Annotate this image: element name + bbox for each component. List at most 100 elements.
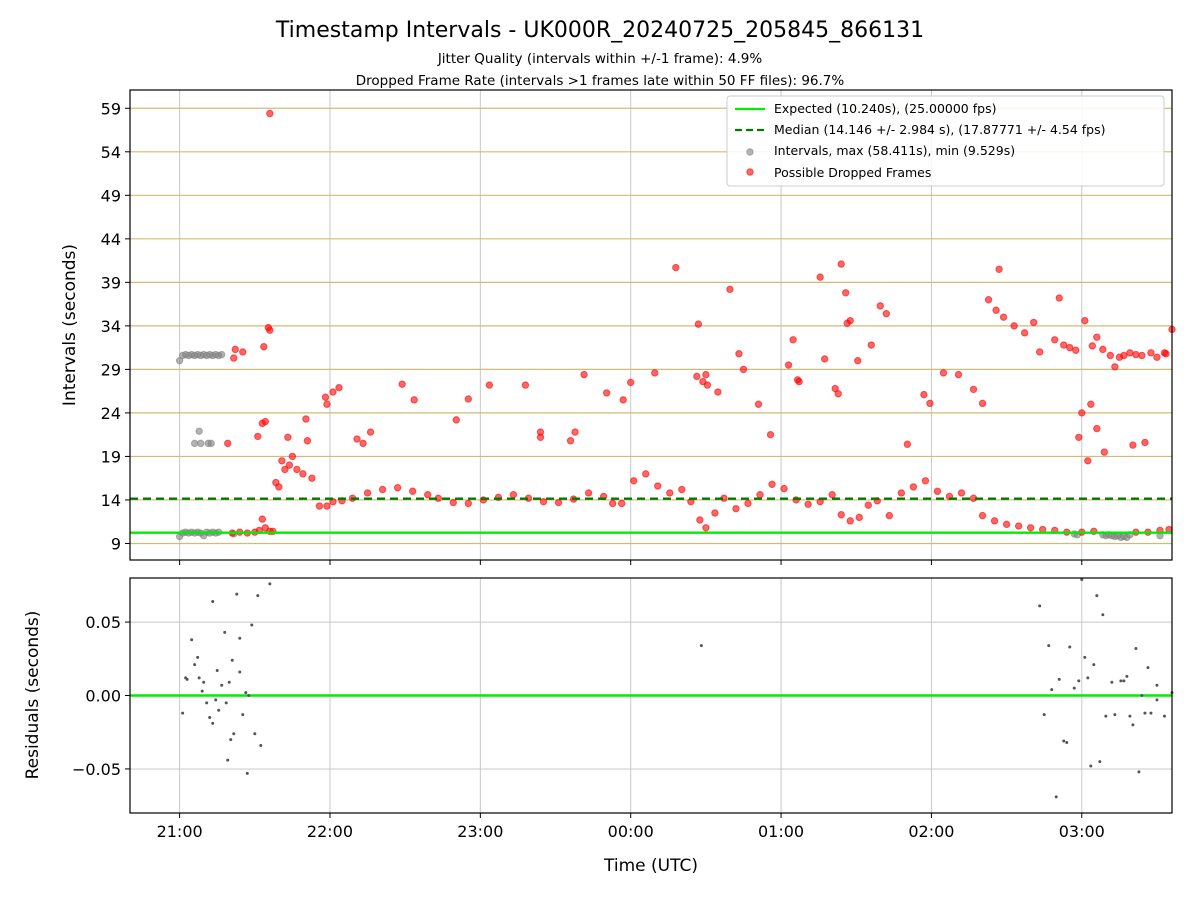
top-y-tick-label: 19 [101, 447, 121, 466]
dropped-frame-point [921, 477, 930, 485]
dropped-frame-point [1087, 400, 1095, 408]
x-tick-label: 23:00 [457, 822, 503, 841]
dropped-frame-point [315, 502, 324, 510]
residual-point [699, 644, 703, 648]
dropped-frame-point [449, 498, 457, 507]
dropped-frame-point [284, 433, 292, 441]
residual-point [259, 743, 263, 747]
residual-point [235, 592, 239, 596]
legend: Expected (10.240s), (25.00000 fps) Media… [726, 95, 1165, 187]
dropped-frame-point [1051, 336, 1059, 344]
dropped-frame-point [837, 260, 845, 268]
dropped-frame-point [804, 500, 812, 508]
dropped-frame-point [485, 381, 494, 389]
dropped-frame-point [266, 109, 274, 118]
dropped-frame-point [1066, 343, 1074, 352]
dropped-frame-point [1014, 522, 1023, 530]
residual-point [217, 708, 221, 712]
residual-point [1050, 688, 1054, 692]
residual-point [1054, 795, 1058, 799]
dropped-frame-point [239, 348, 247, 356]
dropped-frame-point [642, 470, 650, 478]
residual-point [1119, 679, 1123, 683]
dropped-frame-point [424, 491, 432, 499]
dropped-frame-point [920, 390, 928, 399]
dropped-frame-point [969, 385, 978, 394]
dropped-frame-point [608, 499, 617, 508]
dropped-frame-point [1126, 349, 1134, 357]
residual-point [244, 691, 248, 695]
x-tick-label: 03:00 [1059, 822, 1105, 841]
residual-point [253, 732, 257, 736]
dropped-frame-point [230, 354, 238, 362]
dropped-frame-point [744, 499, 752, 508]
residual-point [224, 701, 228, 705]
residual-point [1134, 647, 1138, 650]
dropped-frame-point [702, 524, 710, 532]
bottom-plot-frame [129, 577, 1173, 814]
dropped-frame-point [398, 380, 406, 388]
dropped-frame-point [231, 345, 239, 354]
dropped-frame-point [627, 378, 635, 387]
residual-point [1101, 613, 1105, 617]
dropped-frame-point [464, 499, 473, 508]
dropped-frame-point [768, 480, 776, 488]
residual-point [1068, 645, 1072, 649]
residual-point [1143, 711, 1147, 715]
dropped-frame-point [1035, 348, 1044, 356]
dropped-frame-point [584, 489, 593, 497]
dropped-frame-point [1084, 457, 1092, 465]
residual-point [1080, 577, 1084, 581]
dropped-frame-point [1120, 351, 1128, 360]
residual-point [268, 582, 272, 586]
dropped-frame-point [617, 499, 626, 508]
residual-point [202, 680, 206, 684]
dropped-frame-point [302, 415, 310, 423]
dropped-frame-point [261, 417, 270, 426]
residual-point [185, 677, 189, 681]
dropped-frame-point [703, 381, 712, 389]
bottom-y-axis-label: Residuals (seconds) [23, 611, 43, 780]
dropped-frame-point [714, 388, 722, 396]
dropped-frame-point [828, 491, 836, 499]
dropped-frame-point [566, 437, 575, 445]
dropped-frame-point [978, 399, 987, 408]
residual-point [1062, 739, 1066, 743]
dropped-frame-point [885, 511, 894, 520]
top-y-tick-label: 59 [101, 99, 121, 118]
residual-point [227, 680, 231, 684]
dropped-frame-point [602, 389, 611, 397]
dropped-frame-point [293, 465, 301, 474]
residual-point [1131, 723, 1135, 727]
chart-title: Timestamp Intervals - UK000R_20240725_20… [275, 18, 924, 43]
dropped-frame-point [554, 498, 563, 507]
dropped-frame-point [1093, 424, 1101, 433]
dropped-frame-point [1055, 294, 1063, 302]
dropped-frame-point [260, 343, 268, 351]
top-y-tick-label: 44 [101, 230, 121, 249]
residual-point [220, 683, 224, 687]
dropped-frame-point [266, 326, 274, 334]
dropped-frame-point [816, 273, 824, 281]
dropped-frame-point [926, 399, 934, 408]
residual-point [1089, 764, 1093, 768]
residual-point [1122, 679, 1126, 683]
residuals-panel: 21:00 22:00 23:00 00:00 01:00 02:00 03:00 0.05 0… [72, 577, 1174, 841]
dropped-frame-point [1078, 409, 1086, 417]
dropped-frame-point [224, 439, 232, 448]
dropped-frame-point [1141, 438, 1149, 447]
bottom-y-tick-label: 0.00 [85, 687, 121, 706]
residual-point [214, 698, 218, 702]
dropped-frame-point [909, 483, 918, 491]
dropped-frame-point [323, 502, 331, 510]
dropped-frame-point [1029, 318, 1038, 327]
dropped-frame-point [366, 428, 375, 436]
bottom-y-tick-label: 0.05 [85, 613, 121, 632]
legend-dropped-label: Possible Dropped Frames [774, 165, 931, 180]
interval-point [195, 427, 203, 435]
dropped-frame-point [784, 361, 793, 369]
dropped-frame-point [766, 430, 775, 439]
residual-point [1155, 683, 1159, 687]
dropped-frame-point [363, 489, 372, 497]
dropped-frame-point [1060, 341, 1068, 349]
